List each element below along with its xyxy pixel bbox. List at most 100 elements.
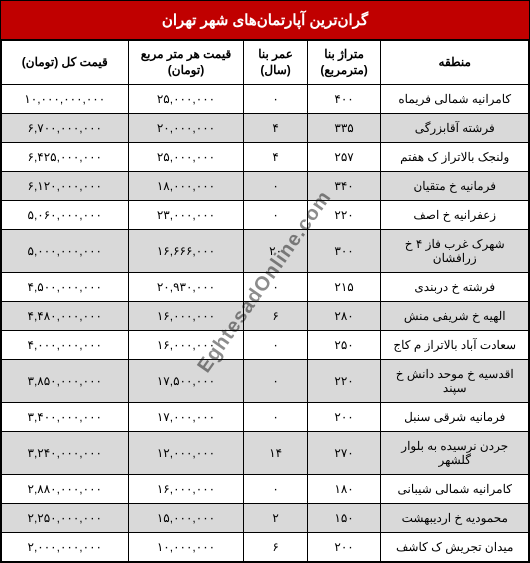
cell-area: ۳۴۰ xyxy=(307,172,381,201)
header-row: منطقه متراژ بنا (مترمربع) عمر بنا (سال) … xyxy=(2,41,529,85)
cell-price_total: ۱۰,۰۰۰,۰۰۰,۰۰۰ xyxy=(2,85,129,114)
cell-price_total: ۴,۵۰۰,۰۰۰,۰۰۰ xyxy=(2,273,129,302)
cell-price_total: ۴,۰۰۰,۰۰۰,۰۰۰ xyxy=(2,331,129,360)
header-region: منطقه xyxy=(381,41,529,85)
table-row: شهرک غرب فاز ۴ خ زرافشان۳۰۰۲۰۱۶,۶۶۶,۰۰۰۵… xyxy=(2,230,529,273)
cell-area: ۲۷۰ xyxy=(307,432,381,475)
table-row: اقدسیه خ موحد دانش خ سپند۲۲۰۰۱۷,۵۰۰,۰۰۰۳… xyxy=(2,360,529,403)
cell-price_sqm: ۲۰,۰۰۰,۰۰۰ xyxy=(128,114,244,143)
cell-region: سعادت آباد بالاتراز م کاج xyxy=(381,331,529,360)
cell-region: فرمانیه خ متقیان xyxy=(381,172,529,201)
table-title: گران‌ترین آپارتمان‌های شهر تهران xyxy=(1,1,529,40)
table-row: محمودیه خ اردیبهشت۱۵۰۲۱۵,۰۰۰,۰۰۰۲,۲۵۰,۰۰… xyxy=(2,504,529,533)
header-area: متراژ بنا (مترمربع) xyxy=(307,41,381,85)
cell-price_sqm: ۱۰,۰۰۰,۰۰۰ xyxy=(128,533,244,562)
cell-price_sqm: ۲۵,۰۰۰,۰۰۰ xyxy=(128,85,244,114)
cell-area: ۲۸۰ xyxy=(307,302,381,331)
cell-area: ۲۵۷ xyxy=(307,143,381,172)
cell-price_sqm: ۱۶,۰۰۰,۰۰۰ xyxy=(128,475,244,504)
table-row: الهیه خ شریفی منش۲۸۰۶۱۶,۰۰۰,۰۰۰۴,۴۸۰,۰۰۰… xyxy=(2,302,529,331)
cell-region: جردن نرسیده به بلوار گلشهر xyxy=(381,432,529,475)
cell-age: ۱۴ xyxy=(244,432,307,475)
cell-area: ۲۰۰ xyxy=(307,533,381,562)
cell-region: کامرانیه شمالی فریماه xyxy=(381,85,529,114)
table-row: سعادت آباد بالاتراز م کاج۲۵۰۰۱۶,۰۰۰,۰۰۰۴… xyxy=(2,331,529,360)
cell-age: ۴ xyxy=(244,143,307,172)
table-row: فرمانیه خ متقیان۳۴۰۰۱۸,۰۰۰,۰۰۰۶,۱۲۰,۰۰۰,… xyxy=(2,172,529,201)
cell-price_total: ۴,۴۸۰,۰۰۰,۰۰۰ xyxy=(2,302,129,331)
cell-price_sqm: ۱۲,۰۰۰,۰۰۰ xyxy=(128,432,244,475)
cell-price_sqm: ۲۳,۰۰۰,۰۰۰ xyxy=(128,201,244,230)
table-row: میدان تجریش ک کاشف۲۰۰۶۱۰,۰۰۰,۰۰۰۲,۰۰۰,۰۰… xyxy=(2,533,529,562)
table-row: کامرانیه شمالی شیبانی۱۸۰۰۱۶,۰۰۰,۰۰۰۲,۸۸۰… xyxy=(2,475,529,504)
cell-age: ۰ xyxy=(244,172,307,201)
cell-age: ۲ xyxy=(244,504,307,533)
table-row: کامرانیه شمالی فریماه۴۰۰۰۲۵,۰۰۰,۰۰۰۱۰,۰۰… xyxy=(2,85,529,114)
cell-price_total: ۲,۰۰۰,۰۰۰,۰۰۰ xyxy=(2,533,129,562)
cell-area: ۱۸۰ xyxy=(307,475,381,504)
data-table: منطقه متراژ بنا (مترمربع) عمر بنا (سال) … xyxy=(1,40,529,562)
cell-age: ۴ xyxy=(244,114,307,143)
table-row: فرشته آقابزرگی۳۳۵۴۲۰,۰۰۰,۰۰۰۶,۷۰۰,۰۰۰,۰۰… xyxy=(2,114,529,143)
cell-age: ۰ xyxy=(244,201,307,230)
cell-age: ۶ xyxy=(244,533,307,562)
cell-area: ۲۱۵ xyxy=(307,273,381,302)
table-row: فرمانیه شرقی سنبل۲۰۰۰۱۷,۰۰۰,۰۰۰۳,۴۰۰,۰۰۰… xyxy=(2,403,529,432)
table-row: ولنجک بالاتراز ک هفتم۲۵۷۴۲۵,۰۰۰,۰۰۰۶,۴۲۵… xyxy=(2,143,529,172)
cell-age: ۶ xyxy=(244,302,307,331)
table-row: فرشته خ دربندی۲۱۵۰۲۰,۹۳۰,۰۰۰۴,۵۰۰,۰۰۰,۰۰… xyxy=(2,273,529,302)
cell-age: ۰ xyxy=(244,360,307,403)
cell-area: ۴۰۰ xyxy=(307,85,381,114)
apartment-price-table: گران‌ترین آپارتمان‌های شهر تهران منطقه م… xyxy=(0,0,530,563)
cell-price_total: ۵,۰۰۰,۰۰۰,۰۰۰ xyxy=(2,230,129,273)
cell-age: ۰ xyxy=(244,273,307,302)
cell-price_total: ۳,۸۵۰,۰۰۰,۰۰۰ xyxy=(2,360,129,403)
cell-region: فرشته آقابزرگی xyxy=(381,114,529,143)
cell-area: ۳۰۰ xyxy=(307,230,381,273)
cell-region: فرشته خ دربندی xyxy=(381,273,529,302)
cell-price_sqm: ۱۶,۶۶۶,۰۰۰ xyxy=(128,230,244,273)
cell-age: ۰ xyxy=(244,475,307,504)
cell-price_total: ۶,۴۲۵,۰۰۰,۰۰۰ xyxy=(2,143,129,172)
cell-price_total: ۶,۷۰۰,۰۰۰,۰۰۰ xyxy=(2,114,129,143)
cell-price_sqm: ۱۶,۰۰۰,۰۰۰ xyxy=(128,302,244,331)
cell-area: ۲۵۰ xyxy=(307,331,381,360)
header-price-total: قیمت کل (تومان) xyxy=(2,41,129,85)
cell-area: ۲۰۰ xyxy=(307,403,381,432)
cell-area: ۲۲۰ xyxy=(307,360,381,403)
cell-region: اقدسیه خ موحد دانش خ سپند xyxy=(381,360,529,403)
cell-region: ولنجک بالاتراز ک هفتم xyxy=(381,143,529,172)
cell-price_sqm: ۱۶,۰۰۰,۰۰۰ xyxy=(128,331,244,360)
table-row: جردن نرسیده به بلوار گلشهر۲۷۰۱۴۱۲,۰۰۰,۰۰… xyxy=(2,432,529,475)
cell-price_total: ۶,۱۲۰,۰۰۰,۰۰۰ xyxy=(2,172,129,201)
cell-region: محمودیه خ اردیبهشت xyxy=(381,504,529,533)
cell-age: ۰ xyxy=(244,331,307,360)
cell-region: میدان تجریش ک کاشف xyxy=(381,533,529,562)
header-price-sqm: قیمت هر متر مربع (تومان) xyxy=(128,41,244,85)
cell-price_total: ۳,۴۰۰,۰۰۰,۰۰۰ xyxy=(2,403,129,432)
table-row: زعفرانیه خ اصف۲۲۰۰۲۳,۰۰۰,۰۰۰۵,۰۶۰,۰۰۰,۰۰… xyxy=(2,201,529,230)
cell-price_sqm: ۲۵,۰۰۰,۰۰۰ xyxy=(128,143,244,172)
cell-price_sqm: ۱۷,۰۰۰,۰۰۰ xyxy=(128,403,244,432)
cell-region: الهیه خ شریفی منش xyxy=(381,302,529,331)
cell-price_sqm: ۱۸,۰۰۰,۰۰۰ xyxy=(128,172,244,201)
cell-area: ۲۲۰ xyxy=(307,201,381,230)
cell-region: زعفرانیه خ اصف xyxy=(381,201,529,230)
header-age: عمر بنا (سال) xyxy=(244,41,307,85)
cell-age: ۰ xyxy=(244,85,307,114)
cell-price_total: ۲,۲۵۰,۰۰۰,۰۰۰ xyxy=(2,504,129,533)
table-body: کامرانیه شمالی فریماه۴۰۰۰۲۵,۰۰۰,۰۰۰۱۰,۰۰… xyxy=(2,85,529,562)
cell-price_sqm: ۲۰,۹۳۰,۰۰۰ xyxy=(128,273,244,302)
cell-area: ۱۵۰ xyxy=(307,504,381,533)
cell-area: ۳۳۵ xyxy=(307,114,381,143)
cell-region: کامرانیه شمالی شیبانی xyxy=(381,475,529,504)
cell-price_total: ۳,۲۴۰,۰۰۰,۰۰۰ xyxy=(2,432,129,475)
cell-region: شهرک غرب فاز ۴ خ زرافشان xyxy=(381,230,529,273)
cell-age: ۲۰ xyxy=(244,230,307,273)
cell-price_total: ۲,۸۸۰,۰۰۰,۰۰۰ xyxy=(2,475,129,504)
cell-price_total: ۵,۰۶۰,۰۰۰,۰۰۰ xyxy=(2,201,129,230)
cell-region: فرمانیه شرقی سنبل xyxy=(381,403,529,432)
cell-price_sqm: ۱۷,۵۰۰,۰۰۰ xyxy=(128,360,244,403)
cell-price_sqm: ۱۵,۰۰۰,۰۰۰ xyxy=(128,504,244,533)
cell-age: ۰ xyxy=(244,403,307,432)
